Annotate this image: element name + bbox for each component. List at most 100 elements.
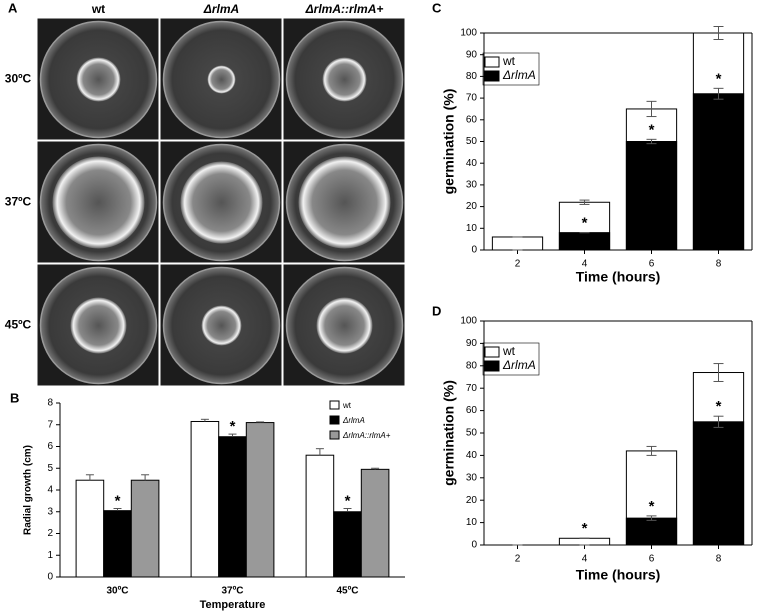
x-tick-label: 2	[515, 259, 521, 270]
x-tick-label: 2	[515, 554, 521, 565]
significance-mark: *	[582, 215, 588, 232]
y-tick-label: 70	[466, 383, 478, 394]
y-axis-label: Radial growth (cm)	[23, 445, 34, 535]
x-axis-label: Time (hours)	[576, 269, 661, 285]
y-axis-label: germination (%)	[441, 89, 457, 195]
y-tick-label: 40	[466, 158, 478, 169]
bar	[130, 479, 160, 578]
colony	[76, 57, 121, 102]
legend-label: wt	[342, 401, 352, 410]
error-bar	[113, 507, 122, 511]
x-tick-label: 37ºC	[222, 586, 244, 597]
y-tick-label: 0	[471, 540, 477, 551]
legend-label: ΔrlmA	[502, 68, 536, 82]
y-tick-label: 60	[466, 114, 478, 125]
bar	[305, 454, 335, 578]
x-tick-label: 8	[716, 554, 722, 565]
x-axis-label: Temperature	[200, 599, 266, 611]
y-tick-label: 40	[466, 450, 478, 461]
y-tick-label: 90	[466, 338, 478, 349]
y-tick-label: 20	[466, 495, 478, 506]
x-tick-label: 6	[649, 554, 655, 565]
error-bar	[141, 474, 150, 481]
row-label: 30ºC	[5, 72, 32, 86]
legend-box	[482, 342, 540, 376]
panel-label: D	[432, 303, 441, 318]
x-axis-label: Time (hours)	[576, 567, 661, 583]
panel-label: B	[10, 390, 19, 405]
y-tick-label: 1	[47, 550, 53, 561]
significance-mark: *	[345, 492, 351, 509]
significance-mark: *	[582, 520, 588, 537]
bar	[558, 232, 611, 251]
x-tick-label: 6	[649, 259, 655, 270]
colony	[70, 297, 127, 354]
error-bar	[713, 25, 724, 41]
significance-mark: *	[230, 418, 236, 435]
y-tick-label: 5	[47, 463, 53, 474]
legend-label: ΔrlmA	[502, 358, 536, 372]
bar	[692, 93, 745, 251]
y-tick-label: 10	[466, 223, 478, 234]
colony	[207, 65, 236, 94]
legend-swatch	[484, 56, 500, 68]
y-tick-label: 8	[47, 398, 53, 409]
error-bar	[200, 418, 209, 422]
error-bar	[315, 448, 324, 456]
bar	[558, 537, 611, 546]
error-bar	[343, 507, 352, 512]
y-tick-label: 100	[460, 316, 477, 327]
significance-mark: *	[716, 398, 722, 415]
error-bar	[713, 363, 724, 382]
error-bar	[646, 515, 657, 521]
error-bar	[646, 138, 657, 145]
row-label: 45ºC	[5, 318, 32, 332]
legend-swatch	[484, 360, 500, 372]
legend-swatch	[329, 400, 340, 410]
column-label: wt	[91, 2, 105, 16]
error-bar	[85, 474, 94, 481]
legend-swatch	[329, 415, 340, 425]
legend-swatch	[329, 430, 340, 440]
significance-mark: *	[115, 492, 121, 509]
y-tick-label: 30	[466, 180, 478, 191]
row-label: 37ºC	[5, 195, 32, 209]
bar	[333, 511, 362, 578]
y-tick-label: 10	[466, 517, 478, 528]
bar	[692, 421, 745, 546]
column-label: ΔrlmA	[203, 2, 239, 16]
bar	[245, 422, 275, 578]
colony	[316, 297, 373, 354]
y-tick-label: 6	[47, 441, 53, 452]
x-tick-label: 8	[716, 259, 722, 270]
x-tick-label: 4	[582, 259, 588, 270]
x-tick-label: 30ºC	[107, 586, 129, 597]
colony	[52, 156, 145, 249]
bar	[75, 479, 105, 578]
y-tick-label: 90	[466, 49, 478, 60]
bar	[625, 517, 678, 546]
error-bar	[646, 445, 657, 456]
y-tick-label: 80	[466, 71, 478, 82]
legend-swatch	[484, 70, 500, 82]
y-tick-label: 30	[466, 472, 478, 483]
bar	[491, 236, 544, 251]
panel-label: C	[432, 0, 442, 15]
bar	[625, 141, 678, 251]
legend-swatch	[484, 346, 500, 358]
y-tick-label: 3	[47, 506, 53, 517]
error-bar	[713, 415, 724, 428]
significance-mark: *	[649, 498, 655, 515]
x-tick-label: 45ºC	[337, 586, 359, 597]
legend-label: wt	[502, 344, 516, 358]
legend-box	[482, 52, 540, 86]
error-bar	[371, 467, 380, 470]
x-tick-label: 4	[582, 554, 588, 565]
panel-label: A	[8, 0, 18, 15]
y-axis-label: germination (%)	[441, 380, 457, 486]
y-tick-label: 0	[471, 245, 477, 256]
y-tick-label: 70	[466, 93, 478, 104]
colony	[201, 305, 242, 346]
y-tick-label: 4	[47, 485, 53, 496]
